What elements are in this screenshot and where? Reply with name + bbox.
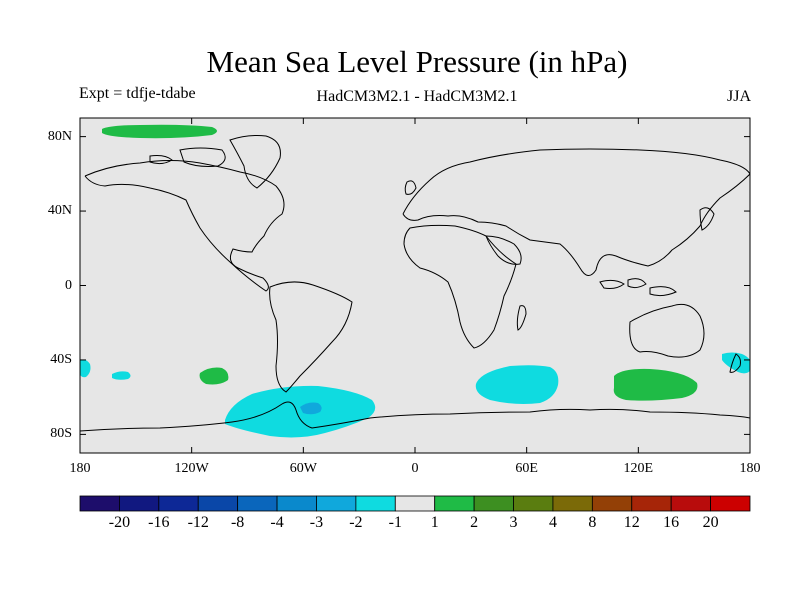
colorbar-label: -20 <box>108 514 131 531</box>
axis-ticks <box>79 118 751 453</box>
colorbar-swatch <box>513 495 554 512</box>
experiment-label: Expt = tdfje-tdabe <box>79 85 196 102</box>
colorbar-swatch <box>316 495 357 512</box>
lon-label-0: 0 <box>411 461 419 476</box>
ocean-background <box>80 118 750 453</box>
lon-label-120w: 120W <box>174 461 209 476</box>
colorbar-swatch <box>276 495 317 512</box>
canadian-arctic-coast <box>149 147 226 167</box>
lat-label-40s: 40S <box>50 351 72 367</box>
lat-label-40n: 40N <box>47 203 72 219</box>
colorbar-swatch <box>355 495 396 512</box>
west-pacific-negative-region <box>80 359 91 378</box>
europe-asia-coast <box>402 148 750 276</box>
colorbar-swatch <box>473 495 514 512</box>
south-indian-positive-region <box>613 368 698 401</box>
australia-coast <box>629 303 705 358</box>
colorbar-label: 16 <box>663 514 680 531</box>
uk-coast <box>404 180 417 195</box>
colorbar <box>79 495 751 512</box>
colorbar-swatch <box>394 495 436 512</box>
arctic-positive-region <box>102 124 217 139</box>
africa-coast <box>403 224 517 349</box>
season-label: JJA <box>726 88 751 105</box>
antarctica-coast <box>80 401 750 432</box>
colorbar-label: 2 <box>470 514 479 531</box>
colorbar-swatch <box>710 495 751 512</box>
tasman-negative-region <box>722 352 750 374</box>
south-america-coast <box>269 281 353 393</box>
greenland-coast <box>229 135 281 189</box>
coastlines <box>80 135 750 432</box>
lat-label-80s: 80S <box>50 426 72 442</box>
antarctic-core-region <box>300 402 322 415</box>
colorbar-swatch <box>158 495 199 512</box>
central-pacific-negative-region <box>112 371 131 380</box>
madagascar-coast <box>516 305 527 331</box>
colorbar-swatch <box>434 495 475 512</box>
north-america-coast <box>84 160 285 292</box>
lon-label-120e: 120E <box>623 461 654 476</box>
colorbar-swatch <box>197 495 239 512</box>
colorbar-label: -4 <box>270 514 284 531</box>
colorbar-label: 8 <box>588 514 597 531</box>
south-atlantic-negative-region <box>475 365 559 404</box>
lat-label-80n: 80N <box>47 128 72 144</box>
antarctic-negative-region <box>225 385 376 438</box>
new-zealand-coast <box>729 353 741 373</box>
lat-label-eq: 0 <box>65 277 72 293</box>
colorbar-swatch <box>591 495 633 512</box>
lon-label-60w: 60W <box>289 461 317 476</box>
colorbar-swatch <box>631 495 672 512</box>
colorbar-label: -3 <box>309 514 324 531</box>
colorbar-label: 1 <box>430 514 439 531</box>
lon-label-60e: 60E <box>515 461 538 476</box>
chart-title: Mean Sea Level Pressure (in hPa) <box>206 44 628 79</box>
model-label: HadCM3M2.1 - HadCM3M2.1 <box>316 88 518 105</box>
colorbar-label: -2 <box>349 514 363 531</box>
colorbar-swatch <box>119 495 160 512</box>
lon-label-180e: 180 <box>739 461 761 476</box>
colorbar-label: 20 <box>702 514 719 531</box>
colorbar-label: -8 <box>230 514 245 531</box>
colorbar-label: 3 <box>509 514 518 531</box>
colorbar-label: -16 <box>148 514 170 531</box>
japan-coast <box>699 207 715 231</box>
indonesia-coast <box>599 278 677 297</box>
lon-label-180w: 180 <box>69 461 91 476</box>
south-pacific-positive-region <box>199 367 229 385</box>
colorbar-swatch <box>79 495 120 512</box>
colorbar-label: -12 <box>187 514 209 531</box>
colorbar-swatch <box>237 495 278 512</box>
colorbar-swatch <box>552 495 593 512</box>
colorbar-label: 4 <box>548 514 557 531</box>
colorbar-swatch <box>670 495 711 512</box>
colorbar-label: -1 <box>388 514 402 531</box>
colorbar-label: 12 <box>623 514 640 531</box>
arabia-coast <box>485 235 522 265</box>
